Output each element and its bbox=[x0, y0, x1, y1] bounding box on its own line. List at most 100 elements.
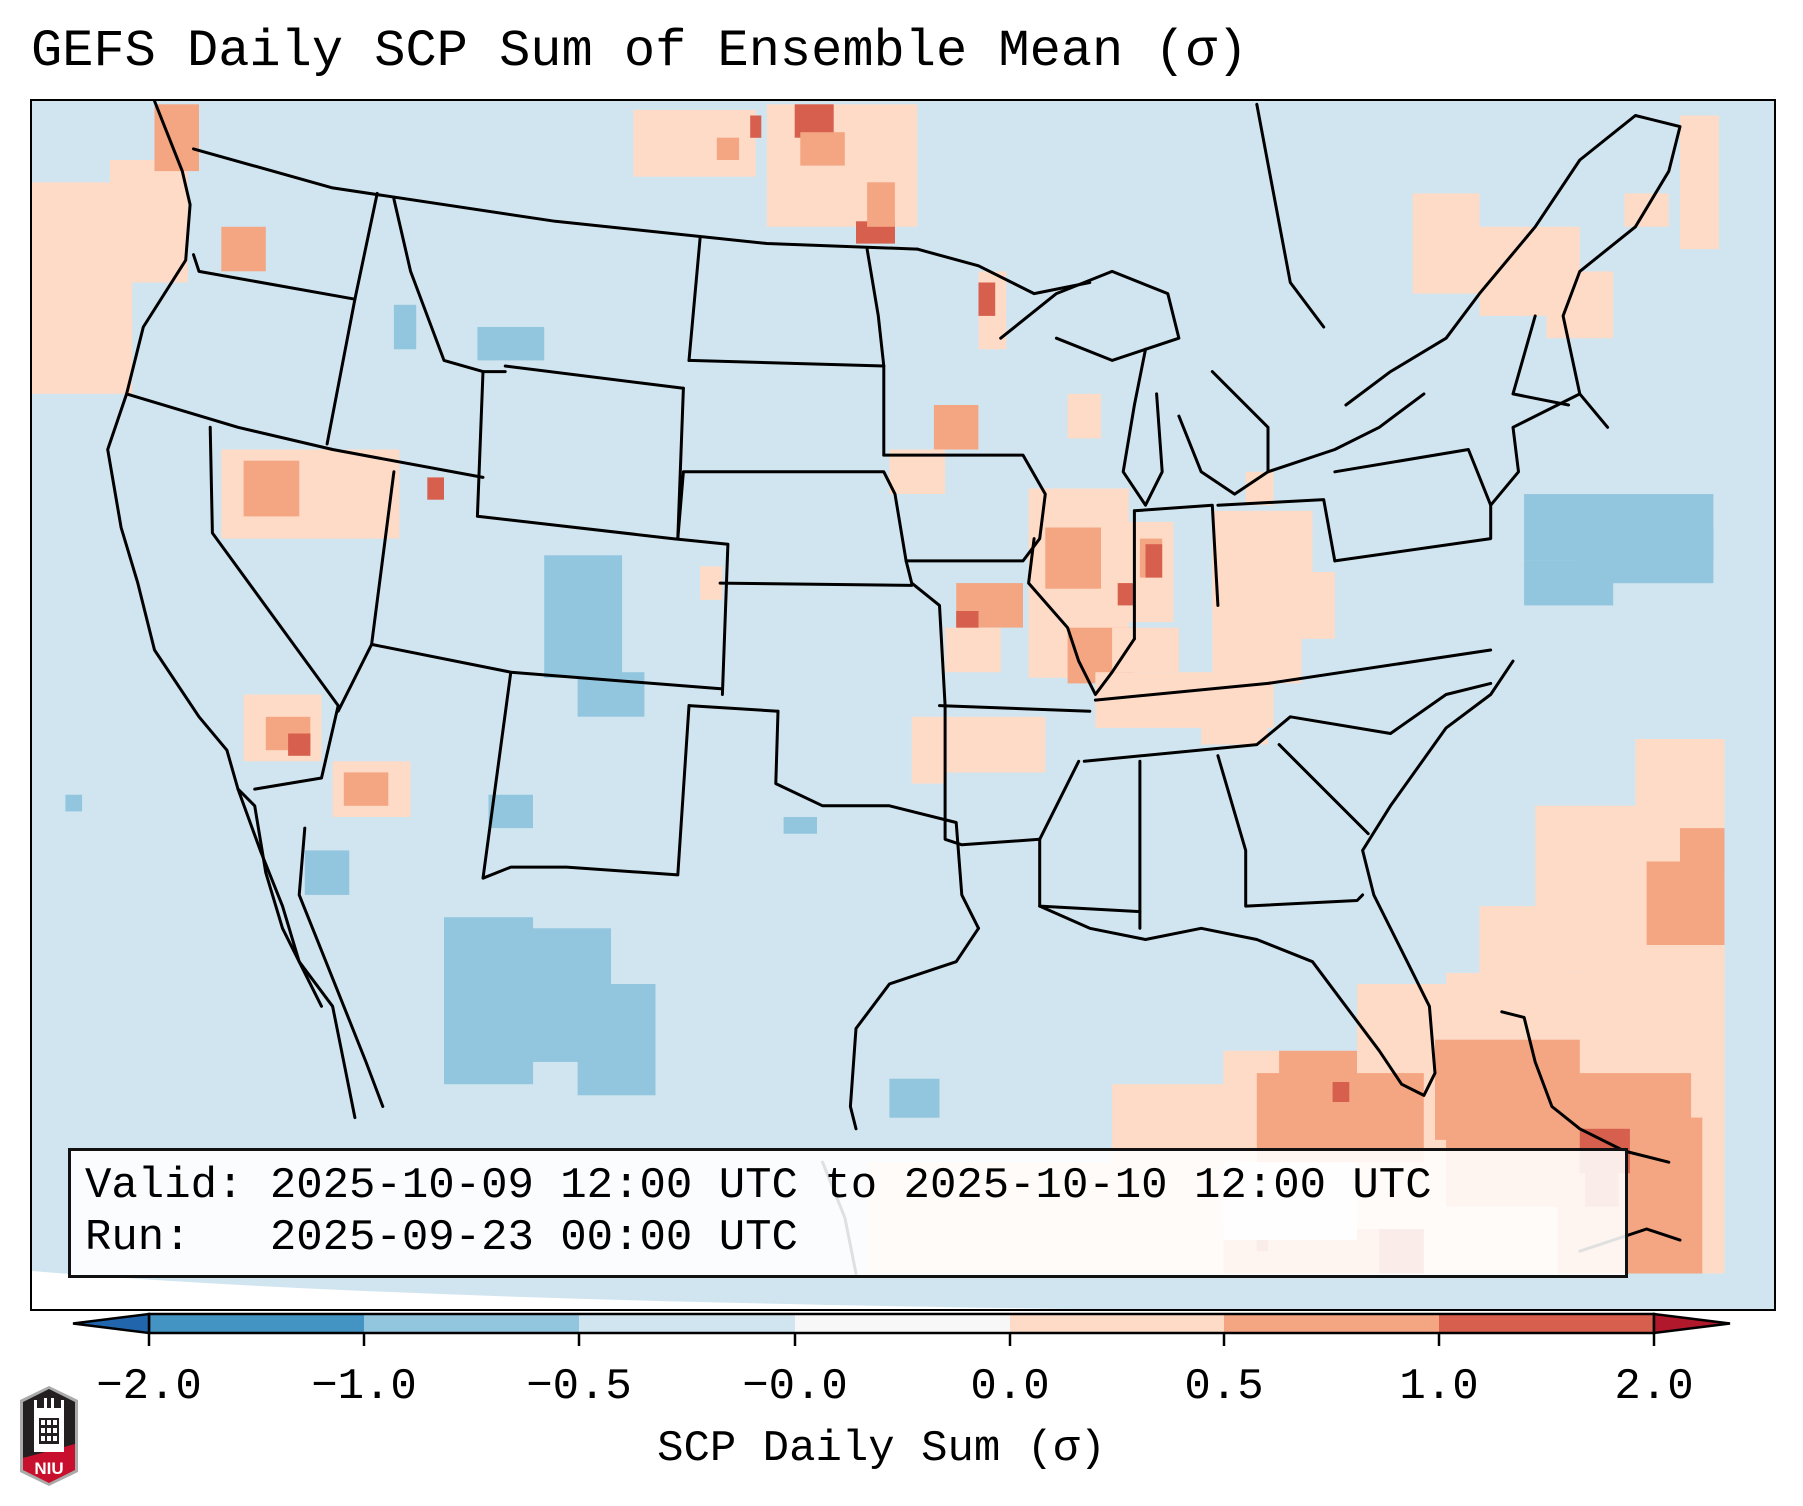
colorbar-under-arrow bbox=[72, 1312, 151, 1335]
valid-time-text: Valid: 2025-10-09 12:00 UTC to 2025-10-1… bbox=[85, 1161, 1432, 1211]
heatmap-cell bbox=[1332, 1082, 1350, 1102]
border-in-oh bbox=[1132, 503, 1220, 607]
coastline-gulf-california bbox=[297, 826, 385, 1108]
heatmap-cell bbox=[945, 716, 1046, 773]
colorbar bbox=[72, 1312, 1731, 1346]
border-ne-ks bbox=[676, 470, 947, 708]
heatmap-cell bbox=[750, 115, 762, 138]
border-nv-ut bbox=[336, 470, 396, 713]
heatmap-cell bbox=[1680, 828, 1725, 873]
coastline-st-lawrence bbox=[1344, 114, 1682, 407]
border-canada-us-east bbox=[915, 247, 1092, 296]
heatmap-cell bbox=[221, 226, 266, 272]
border-nv-or-id bbox=[125, 392, 485, 479]
heatmap-cell bbox=[1201, 716, 1268, 745]
border-mt-nd bbox=[687, 236, 702, 362]
heatmap-cell bbox=[1112, 627, 1179, 673]
border-ok-ar-mo bbox=[938, 704, 1092, 713]
heatmap-cell bbox=[700, 566, 723, 600]
heatmap-cell bbox=[800, 132, 845, 166]
colorbar-bin-6 bbox=[1439, 1314, 1654, 1333]
heatmap-cell bbox=[477, 327, 545, 361]
run-time-text: Run: 2025-09-23 00:00 UTC bbox=[85, 1213, 798, 1263]
colorbar-over-arrow bbox=[1652, 1312, 1731, 1335]
heatmap-cell bbox=[304, 850, 350, 895]
border-il-mo bbox=[1027, 537, 1136, 696]
border-oh-pa bbox=[1216, 498, 1337, 563]
colorbar-tick-label: 0.5 bbox=[1184, 1362, 1264, 1412]
heatmap-cell bbox=[343, 772, 389, 806]
heatmap-cell bbox=[783, 817, 817, 834]
projection-edge bbox=[32, 1271, 1081, 1309]
heatmap-cell bbox=[1290, 572, 1335, 639]
border-ok-tx-panhandle bbox=[687, 704, 780, 713]
heatmap-cell bbox=[1479, 906, 1569, 984]
colorbar-tick-label: −2.0 bbox=[96, 1362, 202, 1412]
border-ar-la bbox=[943, 704, 1042, 847]
border-nd-mn bbox=[865, 247, 886, 368]
border-ia bbox=[882, 453, 1047, 563]
heatmap-cell bbox=[488, 794, 533, 829]
colorbar-bin-5 bbox=[1224, 1314, 1439, 1333]
colorbar-tick-label: 0.0 bbox=[970, 1362, 1050, 1412]
heatmap-cell bbox=[1212, 605, 1302, 684]
border-wa-or bbox=[192, 253, 357, 301]
heatmap-cell bbox=[577, 984, 656, 1096]
heatmap-cell bbox=[1646, 861, 1725, 945]
border-nd-sd bbox=[687, 358, 886, 457]
colorbar-bin-3 bbox=[795, 1314, 1010, 1333]
colorbar-tick-label: −1.0 bbox=[311, 1362, 417, 1412]
heatmap-cell bbox=[1546, 271, 1614, 339]
heatmap-cell bbox=[889, 1078, 940, 1118]
heatmap-cell bbox=[1117, 583, 1135, 606]
heatmap-cell bbox=[1145, 544, 1163, 578]
border-tn-nc bbox=[1082, 681, 1493, 763]
border-wy-mt bbox=[503, 364, 685, 390]
border-quebec-ontario bbox=[1255, 102, 1326, 329]
heatmap-cell bbox=[332, 449, 400, 539]
logo-text: NIU bbox=[34, 1459, 63, 1478]
map-panel: Valid: 2025-10-09 12:00 UTC to 2025-10-1… bbox=[30, 99, 1776, 1311]
heatmap-cell bbox=[1067, 393, 1101, 439]
heatmap-cell bbox=[544, 555, 623, 678]
colorbar-bin-2 bbox=[579, 1314, 795, 1333]
border-vt-nh bbox=[1511, 314, 1571, 407]
boundary-lines bbox=[106, 101, 1682, 1275]
lake-superior bbox=[999, 269, 1181, 362]
niu-logo-icon: NIU bbox=[20, 1386, 78, 1486]
colorbar-label: SCP Daily Sum (σ) bbox=[657, 1424, 1106, 1474]
heatmap-cell bbox=[911, 716, 946, 784]
border-wa-id bbox=[325, 191, 379, 446]
heatmap-cell bbox=[393, 304, 417, 350]
border-ks-ne bbox=[718, 581, 914, 587]
michigan-lower bbox=[1177, 370, 1270, 496]
heatmap-cell bbox=[288, 733, 311, 756]
colorbar-tick-label: −0.0 bbox=[742, 1362, 848, 1412]
colorbar-tick-label: 1.0 bbox=[1399, 1362, 1479, 1412]
coastline-baja bbox=[236, 787, 323, 1008]
heatmap-cell bbox=[1680, 115, 1719, 250]
coastline-northeast bbox=[1489, 392, 1610, 507]
heatmap-cell bbox=[243, 460, 300, 517]
colorbar-tick-label: 2.0 bbox=[1614, 1362, 1694, 1412]
heatmap-cell bbox=[109, 160, 188, 283]
border-al-ga bbox=[1216, 754, 1365, 908]
border-wy-co bbox=[475, 370, 730, 696]
colorbar-tick-label: −0.5 bbox=[526, 1362, 632, 1412]
border-pa bbox=[1333, 448, 1493, 563]
border-ca-nv bbox=[208, 425, 340, 791]
lake-erie-ontario bbox=[1266, 392, 1426, 474]
heatmap-cell bbox=[794, 104, 834, 138]
heatmap-cell bbox=[1045, 527, 1101, 589]
heatmap-cell bbox=[933, 405, 979, 450]
heatmap-cell bbox=[1412, 193, 1480, 294]
chart-title: GEFS Daily SCP Sum of Ensemble Mean (σ) bbox=[31, 22, 1248, 81]
coastline-texas bbox=[848, 926, 980, 1131]
colorbar-bin-1 bbox=[364, 1314, 579, 1333]
border-ga-sc bbox=[1277, 743, 1370, 836]
valid-run-annotation: Valid: 2025-10-09 12:00 UTC to 2025-10-1… bbox=[68, 1148, 1628, 1278]
border-nm bbox=[481, 670, 691, 880]
border-tn-ky-va bbox=[1093, 648, 1493, 702]
colorbar-bin-0 bbox=[149, 1314, 364, 1333]
map-canvas bbox=[32, 101, 1725, 1309]
